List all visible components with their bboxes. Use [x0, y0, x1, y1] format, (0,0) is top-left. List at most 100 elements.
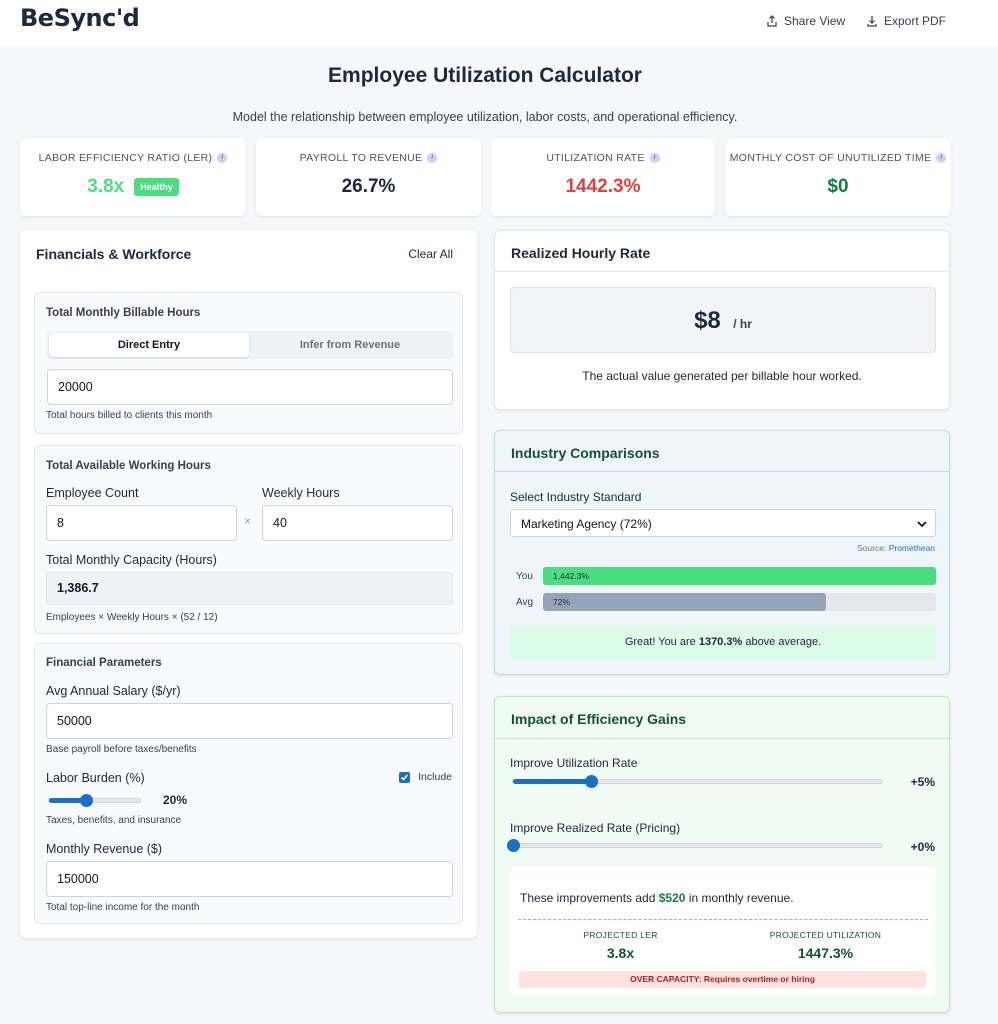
billable-hours-input[interactable]: 20000 — [47, 369, 453, 405]
share-view-label: Share View — [784, 14, 846, 28]
weekly-hours-label: Weekly Hours — [262, 486, 340, 500]
include-burden-toggle[interactable]: Include — [399, 771, 452, 783]
kpi-ler-value: 3.8x — [87, 176, 125, 197]
employee-count-label: Employee Count — [46, 486, 139, 500]
realized-rate-unit: / hr — [733, 317, 752, 331]
source-link[interactable]: Promethean — [888, 543, 935, 553]
util-slider-value: +5% — [910, 775, 935, 789]
you-bar-track: 1,442.3% — [543, 567, 936, 585]
kpi-unutilized-label: MONTHLY COST OF UNUTILIZED TIME — [729, 152, 932, 164]
logo: BeSync'd — [20, 4, 140, 32]
labor-burden-label: Labor Burden (%) — [46, 771, 145, 785]
export-pdf-button[interactable]: Export PDF — [866, 14, 946, 28]
util-slider[interactable] — [512, 775, 883, 788]
billable-mode-toggle: Direct Entry Infer from Revenue — [47, 331, 453, 359]
industry-title: Industry Comparisons — [511, 445, 660, 461]
download-icon — [867, 16, 877, 27]
comparison-message-suffix: above average. — [745, 636, 822, 648]
billable-hours-hint: Total hours billed to clients this month — [46, 410, 213, 421]
status-badge: Healthy — [134, 178, 179, 196]
util-slider-thumb[interactable] — [585, 775, 598, 788]
avg-bar-track: 72% — [543, 593, 936, 611]
kpi-ler-label: LABOR EFFICIENCY RATIO (LER) — [38, 152, 213, 164]
capacity-value: 1,386.7 — [46, 572, 453, 605]
financial-parameters-heading: Financial Parameters — [46, 657, 162, 669]
revenue-input[interactable]: 150000 — [46, 861, 453, 897]
kpi-unutilized-value: $0 — [827, 176, 849, 197]
tab-direct-entry[interactable]: Direct Entry — [49, 333, 249, 357]
projected-utilization: PROJECTED UTILIZATION 1447.3% — [723, 930, 928, 961]
comparison-message: Great! You are 1370.3% above average. — [510, 625, 936, 660]
projected-util-value: 1447.3% — [797, 945, 854, 961]
industry-select-label: Select Industry Standard — [510, 490, 642, 504]
impact-card: Impact of Efficiency Gains Improve Utili… — [494, 696, 950, 1013]
billable-hours-section: Total Monthly Billable Hours Direct Entr… — [34, 292, 463, 434]
divider — [495, 471, 949, 472]
checkbox-checked-icon[interactable] — [399, 771, 411, 783]
info-icon[interactable]: i — [649, 153, 660, 163]
info-icon[interactable]: i — [936, 153, 947, 163]
labor-burden-slider[interactable] — [48, 794, 141, 807]
kpi-payroll-value: 26.7% — [341, 176, 396, 197]
salary-label: Avg Annual Salary ($/yr) — [46, 684, 181, 698]
financials-title: Financials & Workforce — [36, 246, 192, 262]
avg-bar: 72% — [543, 593, 826, 611]
page-subtitle: Model the relationship between employee … — [232, 110, 738, 124]
kpi-utilization-label: UTILIZATION RATE — [546, 152, 645, 164]
impact-summary-value: $520 — [658, 891, 686, 905]
over-capacity-warning: OVER CAPACITY: Requires overtime or hiri… — [519, 971, 926, 988]
impact-summary-suffix: in monthly revenue. — [688, 891, 794, 905]
share-view-button[interactable]: Share View — [766, 14, 845, 28]
you-bar: 1,442.3% — [543, 567, 936, 585]
divider — [495, 738, 949, 739]
available-hours-heading: Total Available Working Hours — [46, 460, 211, 472]
labor-burden-hint: Taxes, benefits, and insurance — [46, 815, 182, 826]
salary-hint: Base payroll before taxes/benefits — [46, 744, 197, 755]
chevron-down-icon — [917, 521, 927, 527]
labor-burden-slider-thumb[interactable] — [80, 794, 93, 807]
info-icon[interactable]: i — [217, 153, 228, 163]
projected-ler: PROJECTED LER 3.8x — [518, 930, 723, 961]
kpi-ler-card: LABOR EFFICIENCY RATIO (LER) i 3.8x Healt… — [20, 138, 246, 216]
source-label: Source: — [857, 543, 887, 553]
realized-rate-card: Realized Hourly Rate $8 / hr The actual … — [494, 230, 950, 410]
impact-summary-box: These improvements add $520 in monthly r… — [510, 867, 936, 995]
kpi-payroll-card: PAYROLL TO REVENUE i 26.7% — [256, 138, 481, 216]
comparison-message-prefix: Great! You are — [624, 636, 696, 648]
divider — [495, 271, 949, 272]
weekly-hours-input[interactable]: 40 — [262, 505, 453, 541]
financials-card: Financials & Workforce Clear All Total M… — [20, 230, 477, 938]
revenue-label: Monthly Revenue ($) — [46, 842, 163, 856]
industry-source: Source: Promethean — [857, 543, 935, 553]
tab-infer-from-revenue[interactable]: Infer from Revenue — [299, 339, 401, 351]
billable-hours-heading: Total Monthly Billable Hours — [46, 307, 201, 319]
util-slider-fill — [513, 779, 591, 784]
include-label: Include — [418, 771, 452, 783]
salary-input[interactable]: 50000 — [46, 703, 453, 739]
employee-count-input[interactable]: 8 — [46, 505, 237, 541]
avg-bar-label: Avg — [516, 597, 534, 608]
info-icon[interactable]: i — [427, 153, 438, 163]
industry-select-value: Marketing Agency (72%) — [521, 517, 652, 531]
rate-slider-thumb[interactable] — [507, 839, 520, 852]
util-slider-label: Improve Utilization Rate — [510, 756, 638, 770]
share-icon — [767, 15, 777, 27]
revenue-hint: Total top-line income for the month — [46, 902, 200, 913]
page-title: Employee Utilization Calculator — [328, 64, 642, 87]
realized-rate-value: $8 — [694, 307, 721, 334]
clear-all-button[interactable]: Clear All — [408, 247, 453, 261]
top-bar: BeSync'd Share View Export PDF — [0, 0, 998, 46]
labor-burden-slider-fill — [49, 798, 86, 803]
impact-summary-prefix: These improvements add — [520, 891, 656, 905]
multiply-sign: × — [244, 514, 252, 528]
comparison-message-value: 1370.3% — [698, 636, 743, 648]
available-hours-section: Total Available Working Hours Employee C… — [34, 445, 463, 634]
rate-slider-value: +0% — [910, 840, 935, 854]
kpi-payroll-label: PAYROLL TO REVENUE — [299, 152, 423, 164]
kpi-utilization-card: UTILIZATION RATE i 1442.3% — [491, 138, 715, 216]
rate-slider[interactable] — [507, 839, 883, 852]
impact-summary: These improvements add $520 in monthly r… — [520, 891, 794, 905]
industry-select[interactable]: Marketing Agency (72%) — [510, 509, 936, 537]
rate-slider-label: Improve Realized Rate (Pricing) — [510, 821, 681, 835]
realized-rate-title: Realized Hourly Rate — [511, 245, 651, 261]
